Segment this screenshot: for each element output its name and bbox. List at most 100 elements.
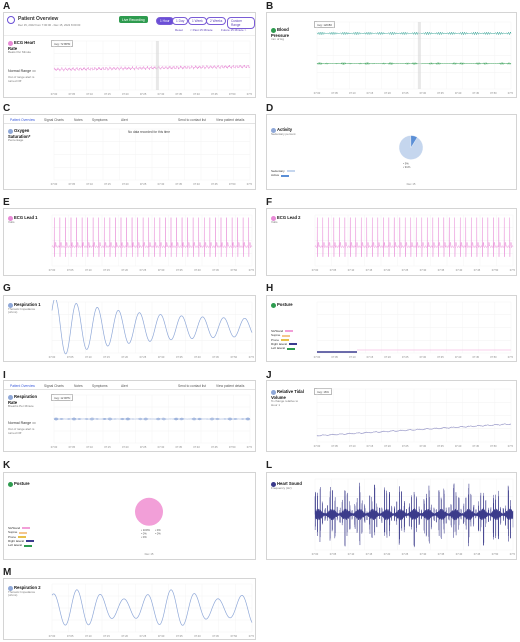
posture-legend: Sit/Stand Supine Prone Right lateral Lef… [271,329,298,351]
range-custom-button[interactable]: Custom Range [227,17,255,29]
series-line [316,31,512,36]
tick-label: 07:10 [86,92,93,96]
normal-range-toggle[interactable] [32,421,37,424]
tick-label: 07:45 [211,182,218,186]
tab-notes[interactable]: Notes [74,384,83,388]
grid [51,214,253,267]
tab-symptoms[interactable]: Symptoms [92,384,108,388]
metric-subtitle: mm of Hg [271,37,285,42]
tick-label: 07:25 [140,634,147,638]
normal-range-label: Normal Range [8,421,42,425]
alert-note: Out of range alert is turned Off [8,75,35,84]
legend-item: Right lateral [271,342,298,346]
tick-label: 07:15 [367,355,374,359]
ecg-heart-rate-chart: 07:00 07:05 07:10 07:15 07:20 07:25 07:30 07:35… [46,39,252,97]
tick-label: 07:30 [420,444,427,448]
tidal-volume-info: Relative Tidal Volume % change relative … [271,389,305,408]
view-patient-details-link[interactable]: View patient details [216,118,245,122]
tick-label: 07:10 [85,634,92,638]
tick-label: 07:05 [67,355,74,359]
tick-label: 07:10 [86,182,93,186]
tick-label: 07:20 [384,444,391,448]
tab-patient-overview[interactable]: Patient Overview [10,118,35,122]
tick-label: 07:20 [121,355,128,359]
range-1-hour-button[interactable]: 1 Hour [156,17,174,25]
tick-label: 07:55 [249,355,254,359]
range-1-day-button[interactable]: 1 Day [172,17,189,25]
tick-label: 07:10 [349,444,356,448]
range-2-weeks-button[interactable]: 2 Weeks [206,17,227,25]
tab-alert[interactable]: Alert [121,118,128,122]
slice-value-label: • 0% [155,531,161,535]
panel-label-k: K [3,460,11,471]
tick-label: 07:45 [212,634,219,638]
future-15-minute-link[interactable]: Future 15 Minute > [221,28,247,32]
chartK-svg: • 100%• 0%• 0%• 0%• 0%Dec 15 [135,497,163,556]
tick-label: 07:15 [103,268,110,272]
normal-range-toggle[interactable] [32,69,37,72]
tick-label: 07:50 [490,355,497,359]
tick-label: 07:35 [437,91,444,95]
tick-label: 07:50 [229,92,236,96]
x-axis-label: Dec 15 [407,182,416,186]
panel-d-activity: Activity Sedentary percent Sedentary Act… [266,114,517,190]
tick-label: 07:40 [456,268,463,272]
tick-label: 07:50 [229,445,236,449]
tick-label: 07:40 [455,91,462,95]
lungs-icon [8,394,13,400]
tab-notes[interactable]: Notes [74,118,83,122]
tab-patient-overview[interactable]: Patient Overview [10,384,35,388]
view-patient-details-link[interactable]: View patient details [216,384,245,388]
tick-label: 07:40 [194,268,201,272]
send-to-contact-link[interactable]: Send to contact list [178,384,206,388]
tick-label: 07:15 [104,445,111,449]
panel-m-respiration-2: Respiration 2 Thoracic Impedance (ohms) … [3,578,256,640]
stethoscope-icon [271,481,276,487]
tick-label: 07:55 [247,92,252,96]
avg-tooltip: Avg: 72 BPM [51,40,74,47]
tick-label: 07:45 [472,91,479,95]
panel-label-g: G [3,283,11,294]
tab-alert[interactable]: Alert [121,384,128,388]
legend-item: Sit/Stand [271,329,297,333]
metric-subtitle: Sedentary percent [271,131,296,136]
avg-tooltip: Avg: 120/80 [314,21,335,28]
range-1-week-button[interactable]: 1 Week [188,17,207,25]
tick-label: 07:25 [140,92,147,96]
heart-icon [8,215,13,221]
tick-label: 07:20 [121,268,128,272]
legend-item: Left lateral [271,346,297,350]
panel-label-a: A [3,1,11,12]
tick-label: 07:55 [508,355,513,359]
grid [316,388,512,443]
tick-label: 07:00 [49,355,56,359]
live-recording-button[interactable]: Live Recording [119,16,148,23]
metric-title: Activity [277,127,293,132]
metric-subtitle: Thoracic Impedance (ohms) [8,306,36,315]
tab-symptoms[interactable]: Symptoms [92,118,108,122]
panel-h-posture: Posture Sit/Stand Supine Prone Right lat… [266,295,517,362]
tab-signal-charts[interactable]: Signal Charts [44,118,64,122]
heart-sound-chart: 07:00 07:05 07:10 07:15 07:20 07:25 07:30 07:35… [307,477,515,557]
panel-label-l: L [266,460,273,471]
reset-link[interactable]: Reset [175,28,183,32]
chartB-svg: 07:00 07:05 07:10 07:15 07:20 07:25 07:30 07:35… [314,21,513,95]
tick-label: 07:15 [104,92,111,96]
pie-slice [135,497,163,526]
alert-note: Out of range alert is turned Off [8,427,35,436]
chartE-svg: 07:00 07:05 07:10 07:15 07:20 07:25 07:30 07:35… [49,214,254,272]
panel-label-j: J [266,370,272,381]
tick-label: 07:10 [349,91,356,95]
tick-label: 07:05 [331,355,338,359]
respiration-2-chart: 07:00 07:05 07:10 07:15 07:20 07:25 07:30 07:35… [44,582,254,639]
tick-label: 07:55 [508,444,513,448]
page-subtitle: Dec 15, 2022 from 7:00:00 - Dec 15, 2022… [18,23,81,27]
tick-label: 07:35 [438,552,445,556]
tab-signal-charts[interactable]: Signal Charts [44,384,64,388]
tick-label: 07:00 [49,268,56,272]
tick-label: 07:55 [510,268,515,272]
send-to-contact-link[interactable]: Send to contact list [178,118,206,122]
past-15-minute-link[interactable]: < Past 15 Minute [190,28,213,32]
activity-pie-chart: • 9% • 91% Dec 15 [309,119,513,187]
tick-label: 07:15 [366,268,373,272]
